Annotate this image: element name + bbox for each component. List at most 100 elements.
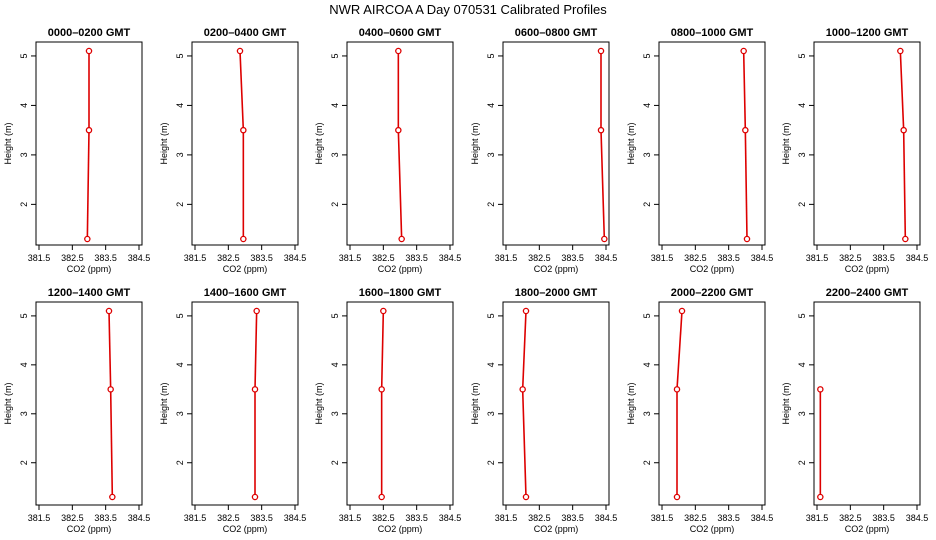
y-tick-label: 3: [797, 152, 807, 157]
data-point: [597, 47, 605, 55]
panel-title: 0800–1000 GMT: [671, 27, 754, 39]
panel-1: 0000–0200 GMT 381.5 382.5 383.5 384.5 CO2 (pp…: [3, 27, 150, 274]
x-tick-label: 381.5: [339, 513, 362, 523]
x-tick-label: 382.5: [61, 253, 84, 263]
profile-segment: [521, 389, 527, 498]
x-tick-label: 383.5: [872, 253, 895, 263]
panel-title: 0200–0400 GMT: [204, 27, 287, 39]
y-tick-label: 5: [642, 53, 652, 58]
data-point: [240, 126, 247, 134]
y-axis-label: Height (m): [626, 382, 636, 424]
plot-frame: [35, 41, 143, 246]
x-tick-label: 384.5: [595, 513, 618, 523]
y-tick-label: 3: [175, 411, 185, 416]
data-point: [236, 47, 244, 55]
data-point: [251, 386, 259, 393]
x-axis-label: CO2 (ppm): [690, 524, 735, 534]
y-tick-label: 4: [642, 103, 652, 108]
y-tick-label: 5: [175, 53, 185, 58]
panel-10: 1800–2000 GMT 381.5 382.5 383.5 384.5 CO2 (pp…: [470, 287, 617, 534]
x-tick-label: 382.5: [61, 513, 84, 523]
plot-frame: [658, 301, 766, 506]
profile-segment: [600, 130, 606, 240]
x-axis-label: CO2 (ppm): [378, 524, 423, 534]
data-point: [740, 47, 747, 55]
y-tick-label: 3: [330, 152, 340, 157]
panel-title: 0400–0600 GMT: [359, 27, 442, 39]
data-point: [900, 126, 907, 134]
y-tick-label: 5: [330, 313, 340, 318]
panel-title: 1200–1400 GMT: [48, 287, 131, 299]
y-tick-label: 4: [797, 103, 807, 108]
panel-2: 0200–0400 GMT 381.5 382.5 383.5 384.5 CO2 (pp…: [159, 27, 306, 274]
y-tick-label: 2: [797, 202, 807, 207]
y-tick-label: 3: [486, 411, 496, 416]
x-tick-label: 384.5: [595, 253, 618, 263]
x-axis-label: CO2 (ppm): [845, 524, 890, 534]
data-point: [253, 307, 260, 315]
plot-frame: [346, 41, 454, 246]
panel-title: 0000–0200 GMT: [48, 27, 131, 39]
x-tick-label: 384.5: [751, 513, 774, 523]
data-point: [251, 493, 259, 501]
x-tick-label: 384.5: [439, 253, 462, 263]
x-tick-label: 384.5: [439, 513, 462, 523]
x-tick-label: 382.5: [684, 513, 707, 523]
x-tick-label: 382.5: [372, 513, 395, 523]
plot-frame: [35, 301, 143, 506]
x-tick-label: 383.5: [94, 513, 117, 523]
y-tick-label: 3: [19, 411, 29, 416]
profile-segment: [521, 310, 527, 390]
y-tick-label: 4: [486, 362, 496, 367]
plot-frame: [502, 41, 610, 246]
profile-segment: [109, 389, 114, 498]
profile-segment: [744, 130, 748, 240]
data-point: [673, 493, 681, 501]
plot-frame: [502, 301, 610, 506]
data-point: [85, 47, 93, 55]
y-axis-label: Height (m): [781, 122, 791, 164]
x-axis-label: CO2 (ppm): [67, 524, 112, 534]
profile-segment: [86, 130, 90, 240]
x-tick-label: 383.5: [872, 513, 895, 523]
panel-title: 0600–0800 GMT: [515, 27, 598, 39]
data-point: [902, 235, 909, 243]
x-axis-label: CO2 (ppm): [378, 264, 423, 274]
data-point: [519, 386, 526, 393]
panel-title: 1000–1200 GMT: [826, 27, 909, 39]
y-tick-label: 2: [797, 460, 807, 465]
x-tick-label: 384.5: [284, 513, 307, 523]
y-axis-label: Height (m): [3, 382, 13, 424]
y-tick-label: 3: [486, 152, 496, 157]
x-axis-label: CO2 (ppm): [67, 264, 112, 274]
x-tick-label: 381.5: [495, 253, 518, 263]
x-tick-label: 382.5: [217, 253, 240, 263]
x-axis-label: CO2 (ppm): [534, 264, 579, 274]
y-axis-label: Height (m): [314, 382, 324, 424]
x-tick-label: 384.5: [906, 253, 929, 263]
x-tick-label: 381.5: [806, 513, 829, 523]
y-axis-label: Height (m): [470, 122, 480, 164]
profile-segment: [239, 50, 245, 131]
panel-4: 0600–0800 GMT 381.5 382.5 383.5 384.5 CO2 (pp…: [470, 27, 617, 274]
y-tick-label: 3: [175, 152, 185, 157]
x-tick-label: 384.5: [128, 513, 151, 523]
data-point: [897, 47, 904, 55]
x-tick-label: 383.5: [405, 253, 428, 263]
plot-frame: [658, 41, 766, 246]
y-axis-label: Height (m): [3, 122, 13, 164]
y-tick-label: 2: [19, 202, 29, 207]
x-tick-label: 383.5: [250, 253, 273, 263]
y-tick-label: 4: [19, 362, 29, 367]
data-point: [817, 386, 824, 393]
panel-3: 0400–0600 GMT 381.5 382.5 383.5 384.5 CO2 (pp…: [314, 27, 461, 274]
profile-segment: [254, 310, 258, 390]
x-tick-label: 382.5: [528, 513, 551, 523]
y-tick-label: 5: [330, 53, 340, 58]
data-point: [378, 493, 385, 501]
x-tick-label: 382.5: [684, 253, 707, 263]
panel-title: 2000–2200 GMT: [671, 287, 754, 299]
data-point: [109, 493, 116, 501]
panel-7: 1200–1400 GMT 381.5 382.5 383.5 384.5 CO2 (pp…: [3, 287, 150, 534]
